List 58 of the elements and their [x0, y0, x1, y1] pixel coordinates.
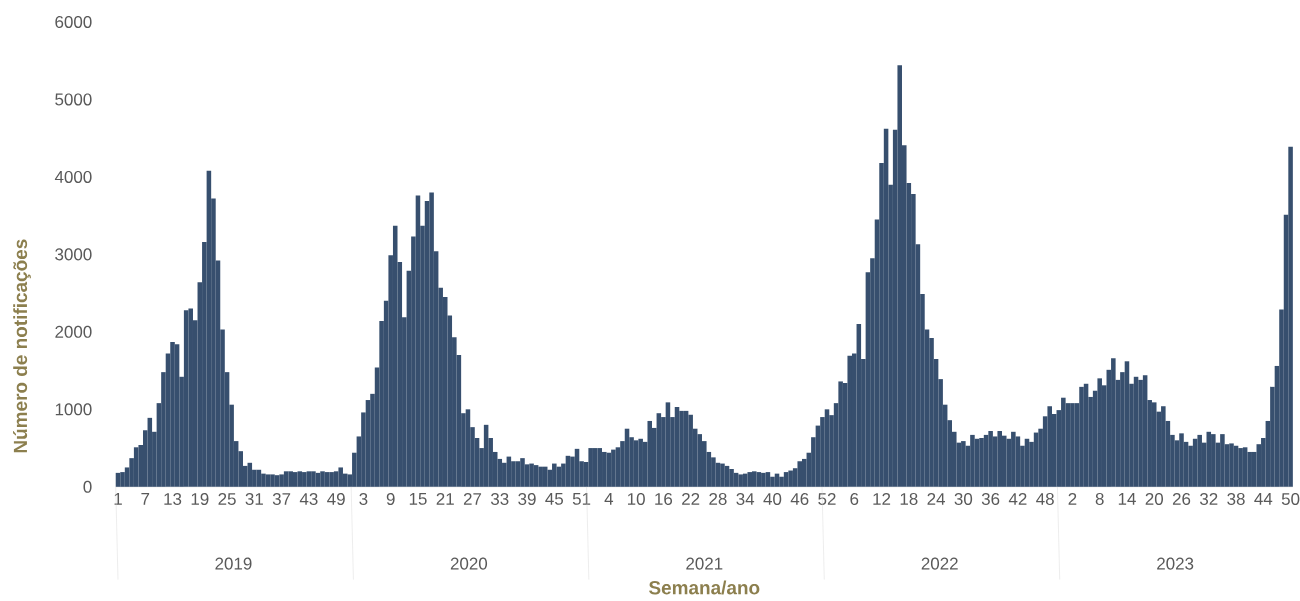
- text: 2021: [686, 557, 723, 570]
- x-tick-label: 9: [386, 493, 395, 506]
- x-tick-label: 51: [572, 493, 591, 506]
- x-tick-label: 22: [682, 493, 700, 506]
- x-tick-label: 6: [850, 493, 859, 506]
- y-tick-label: 0: [83, 481, 92, 494]
- x-tick-label: 37: [272, 493, 291, 506]
- text: 2023: [1157, 557, 1194, 570]
- x-tick-label: 49: [327, 493, 345, 506]
- x-tick-label: 18: [900, 493, 918, 506]
- x-tick-label: 14: [1118, 493, 1136, 505]
- x-tick-label: 28: [709, 493, 727, 506]
- text: 2020: [450, 557, 488, 570]
- y-tick-label: 1000: [55, 403, 92, 416]
- x-tick-label: 48: [1036, 493, 1054, 506]
- x-tick-label: 40: [763, 493, 782, 506]
- y-tick-label: 2000: [55, 326, 92, 339]
- y-tick-label: 6000: [55, 16, 92, 29]
- x-tick-label: 25: [218, 493, 236, 506]
- x-tick-label: 36: [981, 493, 1000, 506]
- x-tick-label: 7: [141, 493, 150, 505]
- x-tick-label: 45: [545, 493, 564, 506]
- x-tick-label: 1: [114, 493, 122, 505]
- y-tick-label: 5000: [55, 93, 92, 106]
- x-tick-label: 8: [1095, 493, 1104, 506]
- x-tick-label: 43: [299, 493, 318, 506]
- x-tick-label: 19: [191, 493, 209, 506]
- x-tick-label: 33: [490, 493, 509, 506]
- x-tick-label: 44: [1254, 493, 1273, 505]
- text: 2022: [921, 557, 958, 570]
- y-axis-title: Número de notificações: [13, 239, 31, 453]
- x-tick-label: 4: [604, 493, 614, 505]
- x-tick-label: 32: [1199, 493, 1218, 506]
- y-tick-label: 4000: [54, 171, 92, 184]
- x-tick-label: 31: [245, 493, 263, 506]
- x-tick-label: 46: [790, 493, 809, 506]
- x-tick-label: 52: [818, 493, 836, 506]
- x-tick-label: 39: [518, 493, 536, 506]
- x-tick-label: 2: [1068, 493, 1077, 506]
- x-tick-label: 26: [1172, 493, 1191, 506]
- x-axis-title: Semana/ano: [649, 580, 760, 595]
- y-tick-label: 3000: [55, 248, 92, 261]
- x-tick-label: 42: [1008, 493, 1027, 506]
- x-tick-label: 21: [436, 493, 454, 506]
- x-tick-label: 34: [736, 493, 755, 506]
- x-tick-label: 30: [954, 493, 973, 506]
- x-tick-label: 12: [873, 493, 891, 506]
- x-tick-label: 13: [164, 493, 182, 506]
- x-tick-label: 38: [1227, 493, 1245, 506]
- x-tick-label: 24: [927, 493, 946, 506]
- x-tick-label: 15: [409, 493, 427, 506]
- x-tick-label: 3: [359, 493, 368, 506]
- text: 2019: [215, 557, 252, 570]
- x-tick-label: 16: [655, 493, 673, 506]
- x-tick-label: 27: [463, 493, 482, 506]
- x-tick-label: 50: [1281, 493, 1300, 506]
- x-tick-label: 10: [627, 493, 645, 506]
- x-tick-label: 20: [1145, 493, 1164, 506]
